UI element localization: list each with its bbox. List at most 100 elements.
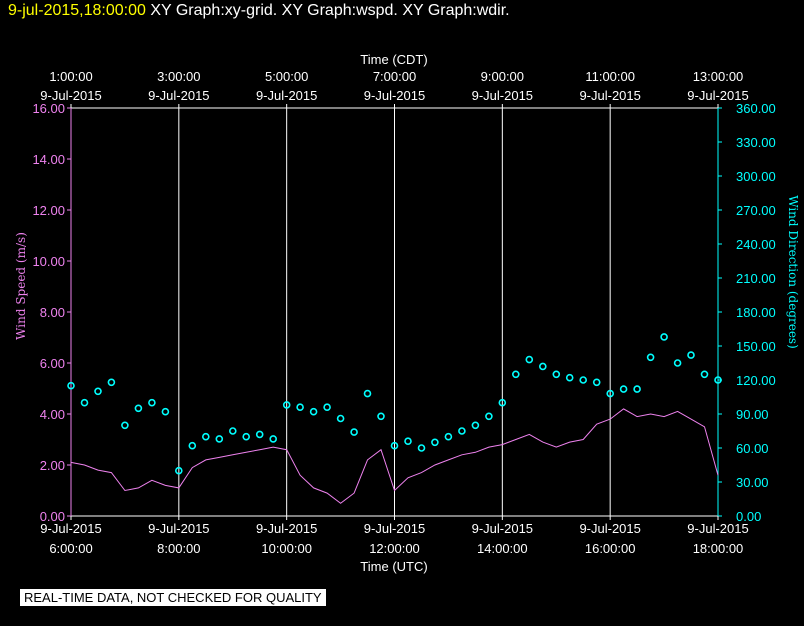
top-tick-date: 9-Jul-2015 [687,88,748,103]
left-tick-label: 0.00 [40,509,65,524]
wind-direction-point [175,466,183,475]
bottom-tick-label: 16:00:00 [585,541,636,556]
wind-direction-point [202,432,210,441]
left-tick-label: 8.00 [40,305,65,320]
right-tick-label: 150.00 [736,339,776,354]
right-tick-label: 270.00 [736,203,776,218]
chart-header: 9-jul-2015,18:00:00 XY Graph:xy-grid. XY… [8,2,510,20]
bottom-tick-label: 8:00:00 [157,541,200,556]
wind-direction-point [471,421,480,430]
right-tick-label: 30.00 [736,475,769,490]
left-tick-label: 10.00 [32,254,65,269]
wind-direction-point [687,351,695,359]
wind-speed-series [70,408,719,504]
wind-direction-point [714,376,722,384]
wind-direction-point [94,387,102,396]
wind-direction-point [215,435,224,443]
right-tick-label: 120.00 [736,373,776,388]
top-tick-label: 5:00:00 [265,69,308,84]
bottom-axis-title: Time (UTC) [360,559,427,574]
wind-direction-series [67,333,722,475]
left-tick-label: 14.00 [32,152,65,167]
wind-direction-point [350,428,358,436]
wind-direction-point [525,355,534,364]
left-tick-label: 12.00 [32,203,65,218]
top-tick-label: 11:00:00 [585,69,635,84]
top-tick-date: 9-Jul-2015 [256,88,317,103]
right-tick-label: 90.00 [736,407,769,422]
left-tick-label: 4.00 [40,407,65,422]
wind-direction-point [121,421,129,430]
bottom-tick-label: 14:00:00 [477,541,528,556]
wind-direction-point [431,438,439,447]
wind-speed-line [70,408,719,504]
wind-direction-point [336,414,345,423]
wind-direction-point [377,412,385,421]
wind-direction-point [309,407,318,416]
wind-direction-point [255,430,264,439]
tick-labels: 0.00 2.00 4.00 6.00 8.00 10.00 12.00 14.00 16.00… [32,69,775,556]
right-tick-label: 240.00 [736,237,776,252]
wind-direction-point [511,370,520,379]
top-tick-date: 9-Jul-2015 [579,88,640,103]
bottom-tick-label: 10:00:00 [261,541,312,556]
axes [67,104,722,520]
wind-direction-point [458,427,466,435]
wind-direction-point [282,401,291,409]
right-tick-label: 180.00 [736,305,776,320]
bottom-tick-label: 6:00:00 [49,541,92,556]
wind-direction-point [660,333,668,341]
top-axis-title: Time (CDT) [360,52,427,67]
wind-direction-point [700,370,709,379]
wind-direction-point [188,441,197,450]
bottom-tick-date: 9-Jul-2015 [472,521,533,536]
wind-direction-point [107,378,116,387]
bottom-tick-label: 18:00:00 [693,541,744,556]
bottom-tick-date: 9-Jul-2015 [579,521,640,536]
wind-direction-point [134,404,143,413]
bottom-tick-label: 12:00:00 [369,541,420,556]
left-axis-title: Wind Speed (m/s) [14,232,28,340]
wind-direction-point [552,370,561,379]
wind-direction-point [498,398,507,407]
wind-direction-point [242,432,250,441]
top-tick-date: 9-Jul-2015 [40,88,101,103]
wind-direction-point [485,412,493,421]
bottom-tick-date: 9-Jul-2015 [364,521,425,536]
top-tick-label: 1:00:00 [49,69,92,84]
wind-direction-point [296,403,304,412]
bottom-tick-date: 9-Jul-2015 [148,521,209,536]
header-graph-list: XY Graph:xy-grid. XY Graph:wspd. XY Grap… [150,2,510,19]
wind-direction-point [619,385,628,393]
wind-direction-point [229,427,237,435]
wind-direction-point [565,373,574,382]
wind-direction-point [148,398,156,407]
header-timestamp: 9-jul-2015,18:00:00 [8,2,146,19]
wind-direction-point [646,353,655,362]
left-tick-label: 16.00 [32,101,65,116]
left-tick-label: 2.00 [40,458,65,473]
top-tick-date: 9-Jul-2015 [364,88,425,103]
right-tick-label: 330.00 [736,135,776,150]
wind-direction-point [417,444,426,452]
wind-direction-point [161,407,170,416]
wind-direction-point [538,362,547,371]
bottom-tick-date: 9-Jul-2015 [40,521,101,536]
wind-direction-point [606,389,615,398]
right-tick-label: 210.00 [736,271,776,286]
top-tick-label: 13:00:00 [693,69,744,84]
wind-direction-point [673,359,682,367]
wind-direction-point [67,381,75,390]
right-tick-label: 300.00 [736,169,776,184]
top-tick-label: 9:00:00 [481,69,524,84]
top-tick-label: 7:00:00 [373,69,416,84]
right-tick-label: 60.00 [736,441,769,456]
wind-direction-point [579,376,588,384]
wind-direction-point [633,385,641,393]
wind-direction-point [404,437,412,446]
grid-lines [178,108,719,516]
wind-direction-point [323,403,331,412]
left-tick-label: 6.00 [40,356,65,371]
bottom-tick-date: 9-Jul-2015 [256,521,317,536]
